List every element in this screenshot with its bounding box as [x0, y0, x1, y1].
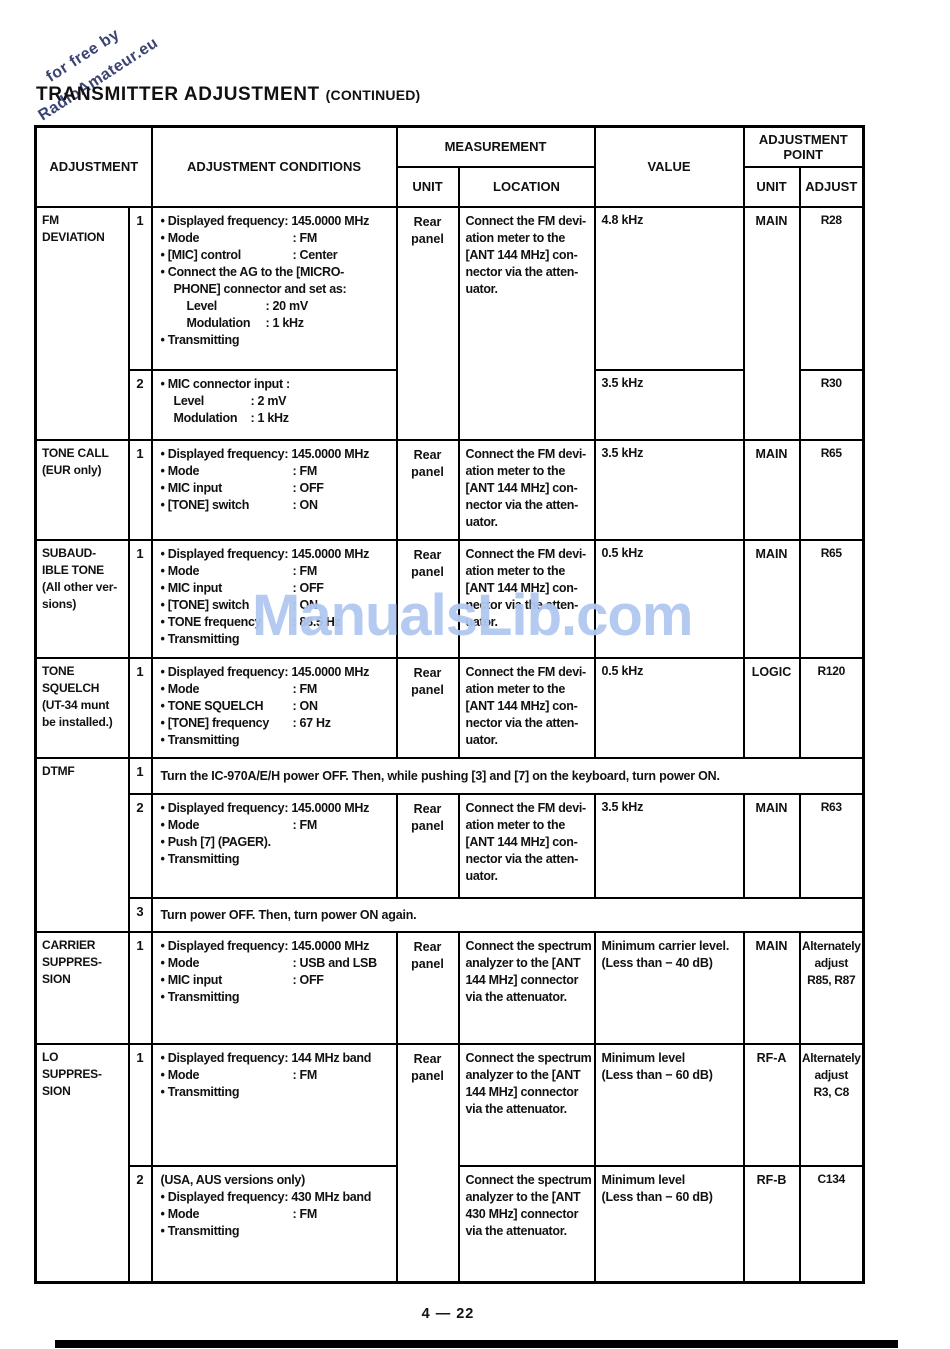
col-header-adjust: ADJUST	[798, 165, 865, 208]
conditions-cell: • Displayed frequency: 145.0000 MHz • Mod…	[150, 930, 398, 1045]
col-header-value: VALUE	[593, 125, 745, 208]
adjust-cell: R65	[798, 438, 865, 541]
adjustment-name-tone-squelch: TONE SQUELCH (UT-34 munt be installed.)	[34, 656, 130, 759]
conditions-cell: • Displayed frequency: 144 MHz band • Mod…	[150, 1042, 398, 1167]
conditions-cell: • MIC connector input : Level: 2 mV Modula…	[150, 368, 398, 441]
conditions-cell: • Displayed frequency: 145.0000 MHz • Mod…	[150, 538, 398, 659]
table-row-dtmf-3: 3 Turn power OFF. Then, turn power ON aga…	[36, 896, 865, 933]
table-row-fm-deviation-2: 2 • MIC connector input : Level: 2 mV Modul…	[36, 368, 865, 441]
table-row-tone-squelch: TONE SQUELCH (UT-34 munt be installed.) 1 • D…	[34, 656, 865, 759]
step-number: 3	[127, 896, 153, 933]
point-unit-cell: MAIN	[742, 438, 801, 541]
col-header-adjustment: ADJUSTMENT	[34, 125, 153, 208]
adjust-cell: R63	[798, 792, 865, 899]
col-header-conditions: ADJUSTMENT CONDITIONS	[150, 125, 398, 208]
value-cell: Minimum level (Less than − 60 dB)	[593, 1164, 745, 1284]
page-title-text: TRANSMITTER ADJUSTMENT	[36, 84, 320, 105]
col-header-location: LOCATION	[457, 165, 596, 208]
conditions-cell: (USA, AUS versions only) • Displayed freq…	[150, 1164, 398, 1284]
conditions-cell: • Displayed frequency: 145.0000 MHz • Mod…	[150, 656, 398, 759]
col-header-adjustment-point: ADJUSTMENT POINT	[742, 125, 865, 168]
value-cell: Minimum level (Less than − 60 dB)	[593, 1042, 745, 1167]
adjust-cell: Alternately adjust R3, C8	[798, 1042, 865, 1167]
corner-stamp-line1: for free by	[43, 25, 123, 86]
manualslib-watermark: ManualsLib.com	[252, 583, 693, 648]
table-row-lo-suppression-2: 2 (USA, AUS versions only) • Displayed fre…	[36, 1164, 865, 1284]
page-title: TRANSMITTER ADJUSTMENT (CONTINUED)	[36, 84, 420, 106]
step-number: 1	[127, 756, 153, 795]
location-cell: Connect the spectrum analyzer to the [ANT…	[457, 930, 596, 1045]
bottom-scan-bar	[55, 1340, 898, 1348]
step-number: 2	[127, 368, 153, 441]
adjustment-name-subaudible-tone: SUBAUD- IBLE TONE (All other ver-sions)	[34, 538, 130, 659]
point-unit-cell: MAIN	[742, 930, 801, 1045]
measurement-unit-cell: Rear panel	[395, 205, 460, 441]
adjust-cell: C134	[798, 1164, 865, 1284]
step-number: 2	[127, 792, 153, 899]
table-row-tone-call: TONE CALL (EUR only) 1 • Displayed frequenc…	[34, 438, 865, 541]
value-cell: 3.5 kHz	[593, 438, 745, 541]
adjustment-name-lo-suppression: LO SUPPRES- SION	[34, 1042, 130, 1284]
measurement-unit-cell: Rear panel	[395, 1042, 460, 1284]
value-cell: 3.5 kHz	[593, 792, 745, 899]
col-header-meas-unit: UNIT	[395, 165, 460, 208]
step-number: 1	[127, 438, 153, 541]
conditions-cell: • Displayed frequency: 145.0000 MHz • Mod…	[150, 792, 398, 899]
table-row-dtmf-2: 2 • Displayed frequency: 145.0000 MHz • Mo…	[36, 792, 865, 899]
location-cell: Connect the spectrum analyzer to the [ANT…	[457, 1164, 596, 1284]
instruction-cell: Turn the IC-970A/E/H power OFF. Then, wh…	[150, 756, 865, 795]
adjustment-table: ADJUSTMENT ADJUSTMENT CONDITIONS MEASURE…	[34, 125, 866, 1284]
measurement-unit-cell: Rear panel	[395, 538, 460, 659]
step-number: 2	[127, 1164, 153, 1284]
adjustment-name-tone-call: TONE CALL (EUR only)	[34, 438, 130, 541]
conditions-cell: • Displayed frequency: 145.0000 MHz • Mod…	[150, 438, 398, 541]
adjust-cell: R28	[798, 205, 865, 371]
point-unit-cell: MAIN	[742, 538, 801, 659]
measurement-unit-cell: Rear panel	[395, 792, 460, 899]
location-cell: Connect the FM devi-ation meter to the [A…	[457, 656, 596, 759]
table-row-fm-deviation-1: FM DEVIATION 1 • Displayed frequency: 145.0…	[34, 205, 865, 441]
col-header-measurement: MEASUREMENT	[395, 125, 596, 168]
adjust-cell: R120	[798, 656, 865, 759]
page-title-suffix: (CONTINUED)	[325, 87, 421, 103]
instruction-cell: Turn power OFF. Then, turn power ON agai…	[150, 896, 865, 933]
table-row-carrier-suppression: CARRIER SUPPRES- SION 1 • Displayed frequenc…	[34, 930, 865, 1045]
value-cell: 3.5 kHz	[593, 368, 745, 441]
adjust-cell: R65	[798, 538, 865, 659]
measurement-unit-cell: Rear panel	[395, 930, 460, 1045]
table-row-subaudible-tone: SUBAUD- IBLE TONE (All other ver-sions) 1 • …	[34, 538, 865, 659]
location-cell: Connect the FM devi-ation meter to the [A…	[457, 205, 596, 441]
point-unit-cell: RF-A	[742, 1042, 801, 1167]
value-cell: 0.5 kHz	[593, 538, 745, 659]
step-number: 1	[127, 205, 153, 371]
adjustment-name-fm-deviation: FM DEVIATION	[34, 205, 130, 441]
point-unit-cell: RF-B	[742, 1164, 801, 1284]
adjustment-name-dtmf: DTMF	[34, 756, 130, 933]
adjust-cell: R30	[798, 368, 865, 441]
measurement-unit-cell: Rear panel	[395, 656, 460, 759]
point-unit-cell: MAIN	[742, 792, 801, 899]
col-header-point-unit: UNIT	[742, 165, 801, 208]
value-cell: 4.8 kHz	[593, 205, 745, 371]
table-row-lo-suppression-1: LO SUPPRES- SION 1 • Displayed frequency: 14…	[34, 1042, 865, 1284]
measurement-unit-cell: Rear panel	[395, 438, 460, 541]
conditions-cell: • Displayed frequency: 145.0000 MHz • Mod…	[150, 205, 398, 371]
value-cell: Minimum carrier level. (Less than − 40 dB…	[593, 930, 745, 1045]
location-cell: Connect the FM devi-ation meter to the [A…	[457, 438, 596, 541]
location-cell: Connect the FM devi-ation meter to the [A…	[457, 538, 596, 659]
step-number: 1	[127, 538, 153, 659]
step-number: 1	[127, 656, 153, 759]
point-unit-cell: MAIN	[742, 205, 801, 441]
adjust-cell: Alternately adjust R85, R87	[798, 930, 865, 1045]
page-number: 4 — 22	[421, 1306, 475, 1322]
step-number: 1	[127, 1042, 153, 1167]
table-row-dtmf-1: DTMF 1 Turn the IC-970A/E/H power OFF. The…	[34, 756, 865, 933]
location-cell: Connect the FM devi-ation meter to the [A…	[457, 792, 596, 899]
value-cell: 0.5 kHz	[593, 656, 745, 759]
location-cell: Connect the spectrum analyzer to the [ANT…	[457, 1042, 596, 1167]
adjustment-name-carrier-suppression: CARRIER SUPPRES- SION	[34, 930, 130, 1045]
point-unit-cell: LOGIC	[742, 656, 801, 759]
step-number: 1	[127, 930, 153, 1045]
